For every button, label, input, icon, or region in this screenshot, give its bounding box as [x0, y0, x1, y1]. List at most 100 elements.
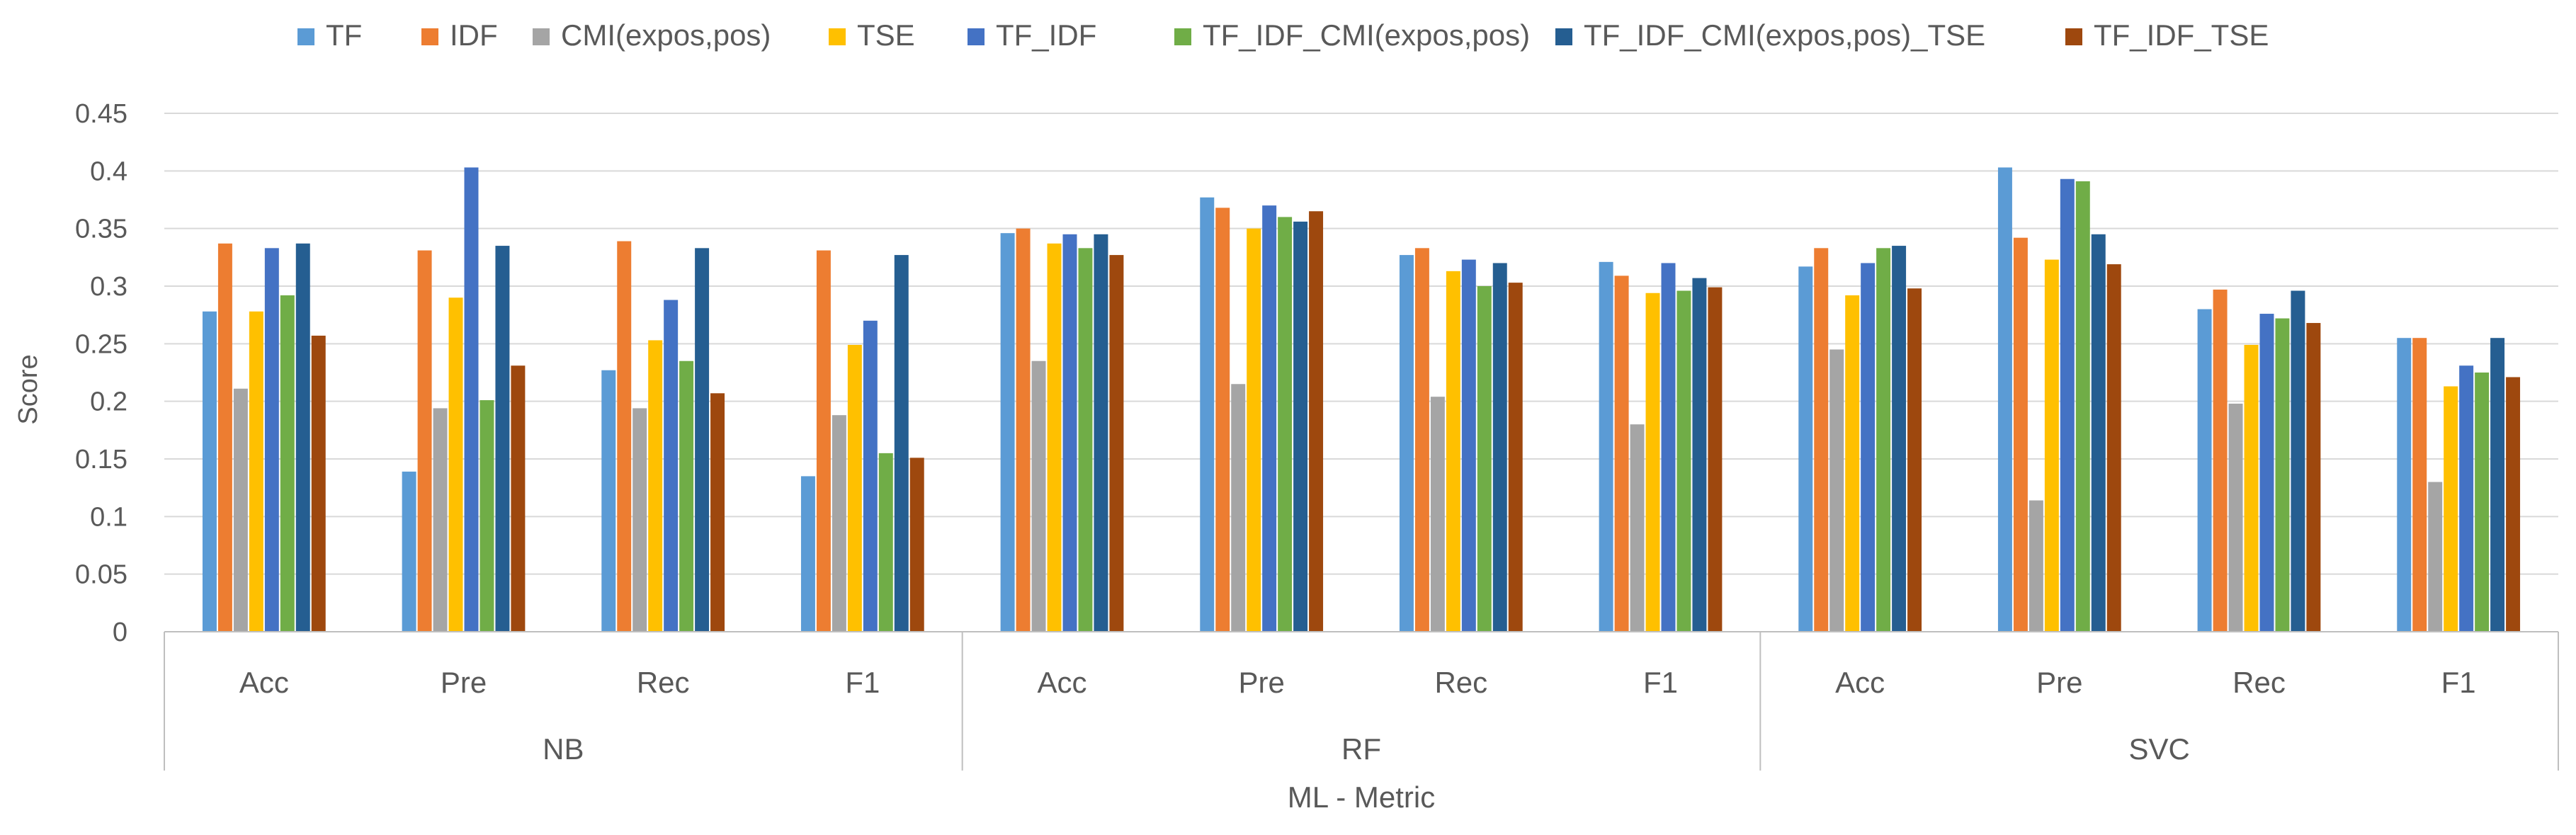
bar [2029, 500, 2043, 632]
bar [1461, 259, 1476, 632]
x-tick-label: Pre [441, 666, 487, 699]
bar [1876, 248, 1891, 632]
bar [480, 400, 494, 632]
legend-item: TF_IDF_TSE [2065, 18, 2269, 52]
legend-label: TF_IDF_CMI(expos,pos) [1203, 18, 1530, 52]
x-tick-label: Rec [637, 666, 690, 699]
bar [1062, 234, 1077, 632]
bar [1892, 246, 1907, 632]
legend-label: TF [326, 18, 362, 52]
y-tick-label: 0.25 [75, 329, 127, 359]
legend-swatch [2065, 28, 2082, 45]
bar [2490, 338, 2505, 632]
y-tick-label: 0.15 [75, 445, 127, 475]
bar [1614, 276, 1629, 632]
x-tick-label: Rec [1434, 666, 1487, 699]
x-axis: Acc Pre Rec F1 NB Acc Pre Rec F1 RF Acc Pre Rec F1 SVC [164, 631, 2559, 771]
bar [1231, 384, 1246, 632]
x-group-label: NB [543, 732, 584, 766]
bar [1676, 290, 1691, 632]
legend-item: TF [297, 18, 362, 52]
bar [832, 415, 846, 632]
x-tick-label: Acc [1037, 666, 1086, 699]
bar [1446, 271, 1460, 632]
bar [202, 311, 217, 632]
legend-swatch [829, 28, 846, 45]
x-tick-label: F1 [845, 666, 880, 699]
bar [601, 370, 616, 632]
bar [2291, 290, 2305, 632]
bar [2428, 482, 2443, 632]
bar [1414, 248, 1429, 632]
bar [2397, 338, 2412, 632]
legend-item: IDF [421, 18, 498, 52]
bar [2213, 289, 2228, 632]
bar [1814, 248, 1829, 632]
bar [816, 250, 831, 632]
gridlines [164, 113, 2558, 632]
bar [217, 243, 232, 632]
bar [511, 365, 526, 632]
bar [847, 344, 862, 632]
bar [1492, 263, 1507, 632]
bar [878, 453, 893, 632]
bar [695, 248, 710, 632]
x-tick-label: Rec [2232, 666, 2286, 699]
bar [2091, 234, 2106, 632]
bar [1200, 197, 1215, 632]
series-tse [249, 228, 2458, 632]
legend-label: TF_IDF_CMI(expos,pos)_TSE [1584, 18, 1985, 52]
bar [1661, 263, 1676, 632]
series-tf-idf-cmi-expos-pos-tse [295, 221, 2505, 632]
bar [2228, 403, 2243, 632]
y-tick-label: 0.4 [90, 157, 127, 186]
bar [1094, 234, 1108, 632]
bar [1829, 349, 1844, 632]
x-tick-label: Pre [2036, 666, 2082, 699]
bar [1599, 261, 1613, 632]
series-tf-idf-tse [311, 211, 2521, 632]
bar [1845, 295, 1860, 632]
series-tf-idf [264, 167, 2474, 632]
legend-label: TF_IDF [996, 18, 1096, 52]
bar [617, 241, 632, 632]
bar [664, 300, 679, 632]
bar [1430, 397, 1445, 632]
bar [2412, 338, 2427, 632]
legend-item: TF_IDF [968, 18, 1096, 52]
bar [1399, 255, 1414, 632]
y-tick-label: 0.1 [90, 502, 127, 532]
legend-item: TF_IDF_CMI(expos,pos) [1174, 18, 1530, 52]
bar [402, 471, 416, 632]
legend-label: TSE [857, 18, 915, 52]
bar [2459, 365, 2474, 632]
x-tick-label: F1 [1643, 666, 1678, 699]
bar [464, 167, 479, 632]
legend-label: CMI(expos,pos) [561, 18, 771, 52]
bar [295, 243, 310, 632]
bar [1247, 228, 1261, 632]
bar [233, 388, 248, 632]
bar [495, 246, 510, 632]
bar [679, 360, 694, 632]
bar [2060, 178, 2075, 632]
y-tick-label: 0.45 [75, 99, 127, 129]
bar [800, 476, 815, 632]
legend-item: CMI(expos,pos) [533, 18, 771, 52]
y-tick-label: 0.2 [90, 387, 127, 417]
bar [1997, 167, 2012, 632]
bar [1508, 283, 1523, 632]
legend-label: TF_IDF_TSE [2094, 18, 2269, 52]
series-cmi-expos-pos [233, 349, 2443, 632]
bar [1907, 288, 1922, 632]
legend-swatch [533, 28, 550, 45]
bar [632, 408, 647, 632]
x-group-label: RF [1341, 732, 1381, 766]
bars [202, 167, 2521, 632]
bar [863, 320, 878, 632]
bar [1708, 287, 1723, 632]
bar [417, 250, 432, 632]
bar [448, 297, 463, 632]
y-tick-label: 0.35 [75, 215, 127, 244]
